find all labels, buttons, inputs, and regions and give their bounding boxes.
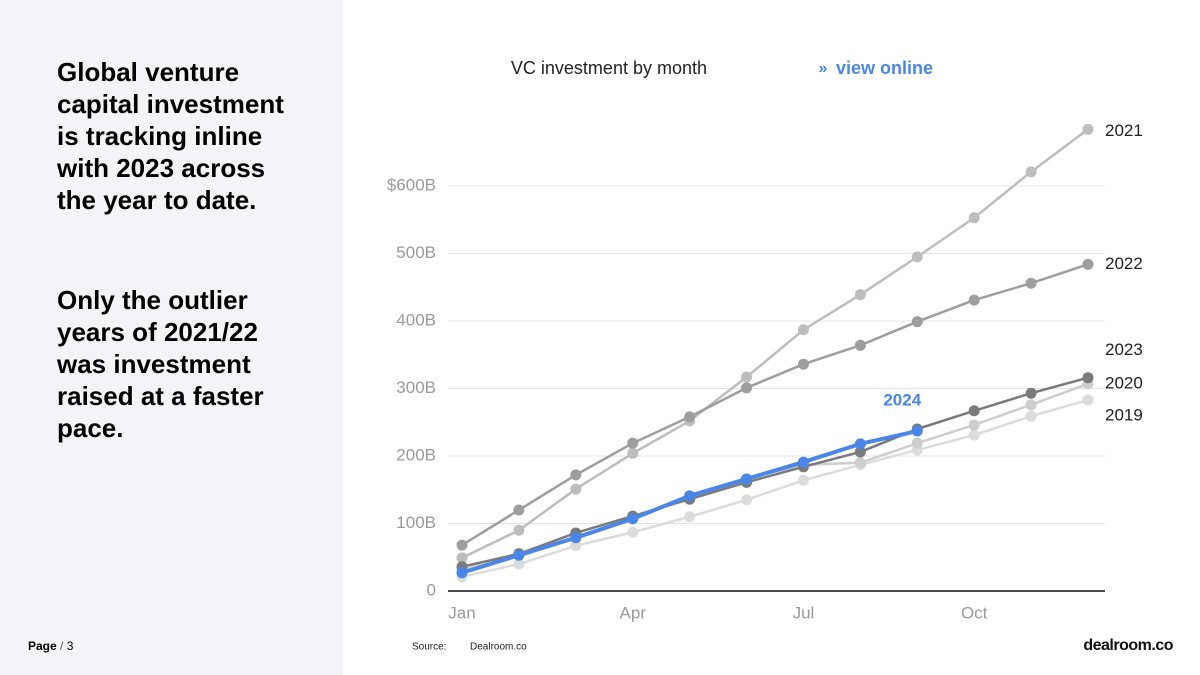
y-tick-label: $600B <box>387 175 436 194</box>
data-point <box>797 456 809 468</box>
data-point <box>1082 258 1094 270</box>
page-indicator: Page / 3 <box>28 639 73 653</box>
data-point <box>1082 394 1094 406</box>
data-point <box>684 511 696 523</box>
chart-title: VC investment by month <box>511 58 707 78</box>
data-point <box>797 474 809 486</box>
data-point <box>911 425 923 437</box>
data-point <box>513 549 525 561</box>
data-point <box>513 558 525 570</box>
x-tick-label: Jul <box>793 603 815 622</box>
left-panel <box>0 0 343 675</box>
data-point <box>513 504 525 516</box>
page-number: 3 <box>66 639 74 653</box>
y-tick-label: 500B <box>396 243 436 262</box>
data-point <box>456 567 468 579</box>
source-label: Source: <box>412 642 446 653</box>
y-tick-label: 300B <box>396 378 436 397</box>
data-point <box>797 324 809 336</box>
data-point <box>968 405 980 417</box>
data-point <box>854 339 866 351</box>
data-point <box>741 371 753 383</box>
logo: dealroom.co <box>1083 637 1173 654</box>
data-point <box>968 419 980 431</box>
series-line <box>461 128 1089 560</box>
y-tick-label: 100B <box>396 513 436 532</box>
data-point <box>1025 166 1037 178</box>
view-online-link[interactable]: view online <box>836 58 933 78</box>
data-point <box>854 446 866 458</box>
data-point <box>456 552 468 564</box>
data-point <box>1025 399 1037 411</box>
y-tick-label: 400B <box>396 310 436 329</box>
data-point <box>741 494 753 506</box>
series-line <box>461 263 1089 547</box>
data-point <box>570 483 582 495</box>
paragraph: Global venture capital investment is tra… <box>57 57 284 215</box>
x-tick-label: Jan <box>448 603 475 622</box>
page-label: Page <box>28 639 57 653</box>
data-point <box>684 411 696 423</box>
data-point <box>911 437 923 449</box>
data-point <box>854 457 866 469</box>
data-point <box>570 540 582 552</box>
data-point <box>968 212 980 224</box>
data-point <box>797 358 809 370</box>
link-arrow: » <box>819 60 828 77</box>
data-point <box>1082 123 1094 135</box>
series-line <box>461 376 1089 568</box>
data-point <box>627 437 639 449</box>
data-point <box>570 469 582 481</box>
page-separator: / <box>60 639 64 653</box>
series-line <box>461 398 1089 579</box>
data-point <box>627 447 639 459</box>
data-point <box>1082 372 1094 384</box>
data-point <box>1025 277 1037 289</box>
x-tick-label: Apr <box>619 603 646 622</box>
data-point <box>968 429 980 441</box>
data-point <box>627 513 639 525</box>
y-tick-label: 0 <box>427 580 436 599</box>
series-label: 2022 <box>1105 254 1143 273</box>
data-point <box>911 251 923 263</box>
data-point <box>1025 410 1037 422</box>
data-point <box>854 289 866 301</box>
data-point <box>968 294 980 306</box>
data-point <box>741 382 753 394</box>
series-label: 2021 <box>1105 121 1143 140</box>
data-point <box>456 539 468 551</box>
data-point <box>911 316 923 328</box>
paragraph: Only the outlier years of 2021/22 was in… <box>57 285 264 443</box>
data-point <box>1025 387 1037 399</box>
source: Dealroom.co <box>470 642 527 653</box>
y-tick-label: 200B <box>396 445 436 464</box>
data-point <box>854 438 866 450</box>
data-point <box>627 526 639 538</box>
series-label: 2019 <box>1105 405 1143 424</box>
data-point <box>741 473 753 485</box>
series-label: 2024 <box>883 391 921 410</box>
data-point <box>513 524 525 536</box>
series-label: 2023 <box>1105 340 1143 359</box>
data-point <box>684 490 696 502</box>
data-point <box>570 532 582 544</box>
series-label: 2020 <box>1105 373 1143 392</box>
x-tick-label: Oct <box>961 603 988 622</box>
